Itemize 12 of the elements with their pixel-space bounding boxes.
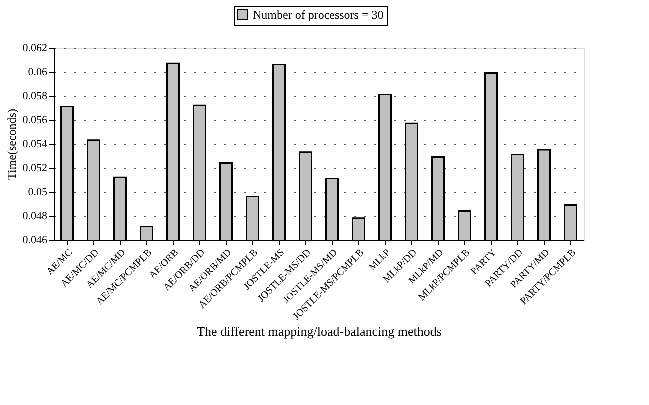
y-tick-label: 0.052 xyxy=(22,162,48,174)
y-tick-label: 0.058 xyxy=(22,90,48,102)
y-tick-label: 0.062 xyxy=(22,42,48,54)
legend-label: Number of processors = 30 xyxy=(253,8,384,22)
y-tick-label: 0.056 xyxy=(22,114,48,126)
y-tick-label: 0.048 xyxy=(22,210,48,222)
x-axis-title: The different mapping/load-balancing methods xyxy=(197,324,442,339)
y-axis-title: Time(seconds) xyxy=(4,109,19,180)
y-tick-label: 0.06 xyxy=(28,66,48,78)
y-tick-label: 0.05 xyxy=(28,186,48,198)
y-tick-label: 0.046 xyxy=(22,234,48,246)
y-tick-label: 0.054 xyxy=(22,138,48,150)
